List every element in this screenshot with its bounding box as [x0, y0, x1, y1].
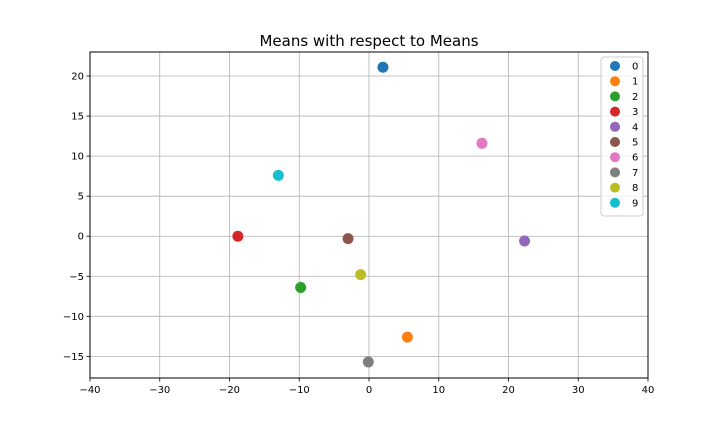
legend-label: 9 — [632, 198, 638, 209]
legend-marker — [610, 197, 620, 208]
x-tick-label: −20 — [219, 385, 240, 396]
legend-label: 4 — [632, 122, 638, 133]
x-tick-label: 20 — [502, 385, 515, 396]
legend-marker — [610, 106, 620, 117]
y-tick-label: 15 — [71, 112, 84, 123]
y-tick-label: −15 — [63, 352, 84, 363]
legend: 0 1 2 3 4 5 6 7 8 9 — [600, 56, 644, 217]
data-point-series-4 — [519, 235, 531, 247]
legend-label: 3 — [632, 107, 638, 118]
x-tick-label: −30 — [149, 385, 170, 396]
x-tick-label: 40 — [642, 385, 655, 396]
x-tick-label: 0 — [366, 385, 372, 396]
data-point-series-7 — [362, 356, 374, 368]
y-tick-label: −5 — [69, 272, 84, 283]
legend-marker — [610, 121, 620, 132]
data-point-series-9 — [272, 169, 284, 181]
y-tick-label: 5 — [78, 192, 84, 203]
legend-marker — [610, 91, 620, 102]
legend-marker — [610, 152, 620, 163]
y-tick-label: 0 — [78, 232, 84, 243]
legend-label: 7 — [632, 168, 638, 179]
y-tick-label: 10 — [71, 152, 84, 163]
data-point-series-8 — [355, 269, 367, 281]
data-point-series-1 — [401, 331, 413, 343]
data-point-series-5 — [342, 233, 354, 245]
data-points — [232, 61, 531, 368]
x-tick-label: 30 — [572, 385, 585, 396]
legend-label: 2 — [632, 92, 638, 103]
data-point-series-0 — [377, 61, 389, 73]
x-tick-label: 10 — [432, 385, 445, 396]
x-tick-label: −10 — [289, 385, 310, 396]
data-point-series-2 — [295, 281, 307, 293]
legend-label: 6 — [632, 153, 638, 164]
legend-marker — [610, 76, 620, 87]
legend-label: 8 — [632, 183, 638, 194]
data-point-series-3 — [232, 230, 244, 242]
x-tick-label: −40 — [79, 385, 100, 396]
legend-marker — [610, 61, 620, 71]
y-tick-label: −10 — [63, 312, 84, 323]
legend-label: 1 — [632, 77, 638, 88]
legend-label: 0 — [632, 62, 638, 73]
legend-marker — [610, 167, 620, 178]
legend-label: 5 — [632, 138, 638, 149]
y-tick-label: 20 — [71, 72, 84, 83]
legend-marker — [610, 137, 620, 147]
data-point-series-6 — [476, 137, 488, 149]
chart-title: Means with respect to Means — [259, 32, 478, 50]
legend-marker — [610, 182, 620, 193]
